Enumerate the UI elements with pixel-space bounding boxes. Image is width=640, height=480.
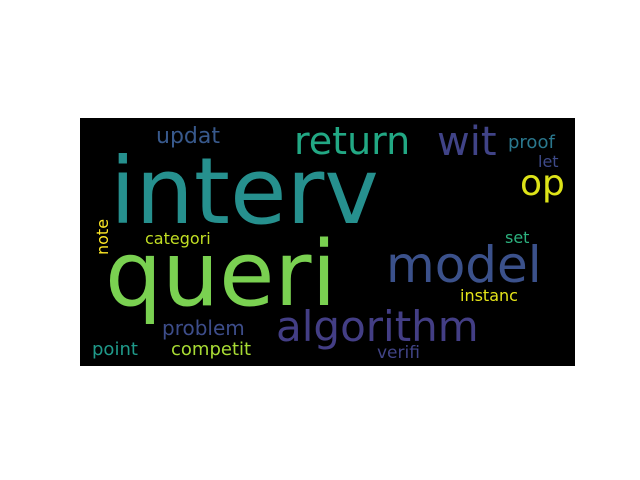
word-interv: interv	[110, 138, 379, 245]
word-verifi: verifi	[377, 343, 420, 363]
word-wit: wit	[437, 119, 497, 165]
word-proof: proof	[508, 132, 555, 153]
word-queri: queri	[105, 222, 337, 327]
word-return: return	[294, 119, 411, 163]
word-let: let	[538, 152, 559, 171]
word-cloud: interv queri model algorithm return wit …	[80, 118, 575, 366]
word-algorithm: algorithm	[276, 302, 479, 351]
word-op: op	[520, 163, 565, 204]
word-competit: competit	[171, 339, 252, 360]
word-categori: categori	[145, 229, 211, 248]
word-note: note	[93, 218, 112, 255]
word-problem: problem	[162, 316, 245, 340]
word-model: model	[386, 236, 542, 294]
word-point: point	[92, 339, 138, 360]
word-set: set	[505, 228, 530, 247]
word-instanc: instanc	[460, 286, 518, 305]
word-updat: updat	[156, 124, 220, 149]
